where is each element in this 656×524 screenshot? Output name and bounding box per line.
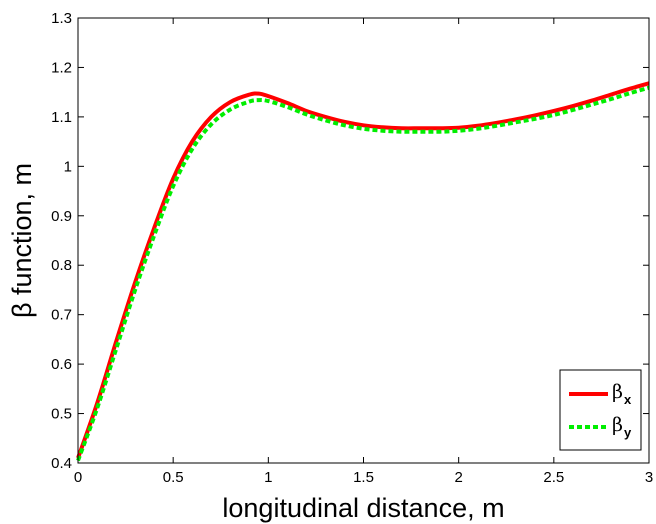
- legend: β x β y: [559, 369, 642, 451]
- legend-label-beta-x: β: [612, 381, 623, 403]
- legend-label-beta-y: β: [612, 414, 623, 436]
- y-tick-label: 0.6: [51, 356, 72, 373]
- legend-subscript-x: x: [624, 392, 632, 407]
- y-axis-title: β function, m: [7, 163, 37, 318]
- plot-frame: [77, 17, 650, 464]
- y-tick-label: 0.7: [51, 307, 72, 324]
- series-layer: [76, 81, 650, 462]
- y-tick-label: 1.1: [51, 109, 72, 126]
- plot-area: [78, 18, 649, 463]
- x-tick-label: 0: [74, 469, 82, 486]
- x-tick-label: 0.5: [163, 469, 184, 486]
- y-tick-label: 0.8: [51, 257, 72, 274]
- x-tick-label: 2.5: [543, 469, 564, 486]
- x-tick-label: 1.5: [353, 469, 374, 486]
- y-tick-label: 1.2: [51, 59, 72, 76]
- x-axis-title: longitudinal distance, m: [222, 493, 504, 523]
- legend-box: [559, 369, 642, 451]
- legend-subscript-y: y: [624, 425, 632, 440]
- x-tick-label: 3: [645, 469, 653, 486]
- series-line-beta-x: [76, 81, 650, 459]
- y-tick-label: 1: [64, 158, 72, 175]
- x-tick-label: 1: [264, 469, 272, 486]
- y-tick-label: 0.4: [51, 455, 72, 472]
- y-tick-label: 0.5: [51, 406, 72, 423]
- x-tick-label: 2: [454, 469, 462, 486]
- y-tick-label: 0.9: [51, 208, 72, 225]
- y-tick-label: 1.3: [51, 10, 72, 27]
